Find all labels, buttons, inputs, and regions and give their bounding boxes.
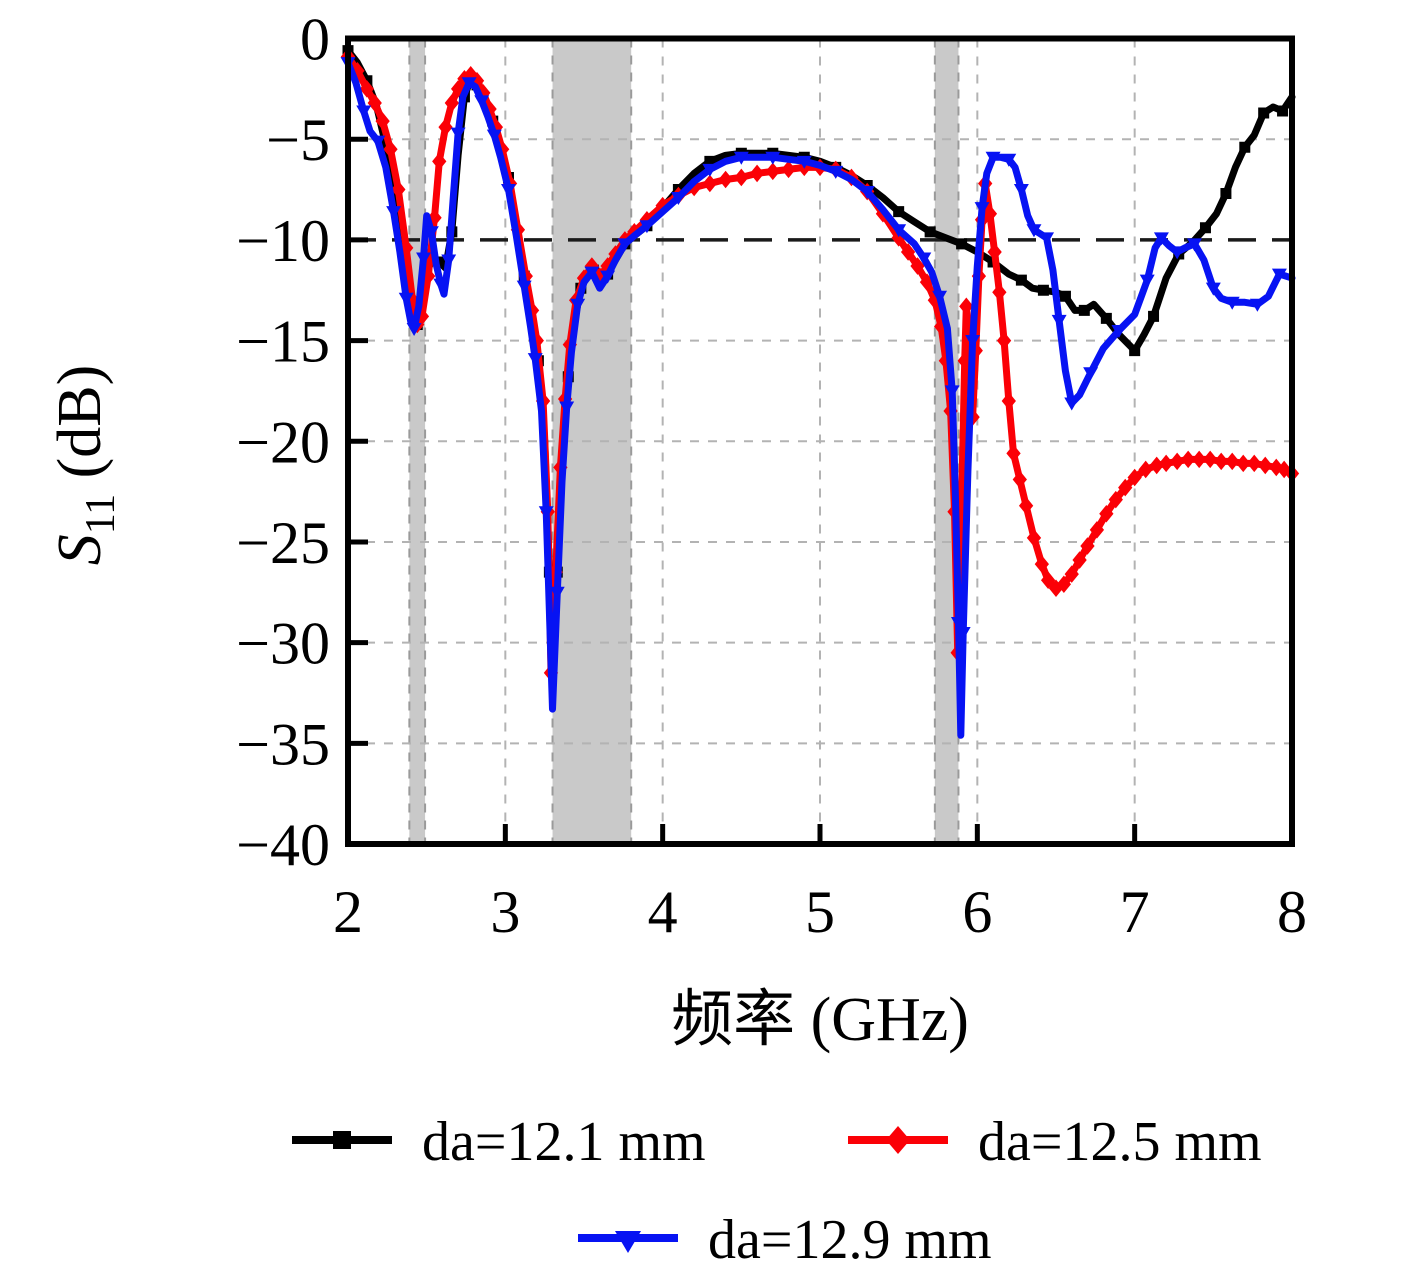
y-tick-label: −20 bbox=[236, 409, 330, 475]
x-tick-label: 6 bbox=[962, 879, 992, 945]
x-tick-label: 2 bbox=[333, 879, 363, 945]
y-tick-label: −5 bbox=[266, 107, 330, 173]
x-tick-label: 4 bbox=[648, 879, 678, 945]
y-axis-label: S11 (dB) bbox=[46, 365, 124, 566]
series-diamond-markers bbox=[340, 47, 1300, 682]
legend-item-red: da=12.5 mm bbox=[848, 1111, 1262, 1173]
legend-item-blue: da=12.9 mm bbox=[578, 1209, 992, 1271]
legend-label-red: da=12.5 mm bbox=[978, 1111, 1262, 1173]
x-tick-label: 8 bbox=[1277, 879, 1307, 945]
legend-diamond-marker-icon bbox=[886, 1126, 910, 1154]
legend-square-marker-icon bbox=[333, 1131, 351, 1149]
tick-labels: 0 −5 −10 −15 −20 −25 −30 −35 −402 3 4 5 6 7 8 bbox=[236, 7, 1307, 946]
x-axis-label: 频率 (GHz) bbox=[671, 986, 969, 1054]
x-tick-label: 5 bbox=[805, 879, 835, 945]
series-square-markers bbox=[342, 45, 1289, 578]
y-tick-label: −40 bbox=[236, 812, 330, 878]
legend-item-black: da=12.1 mm bbox=[292, 1111, 706, 1173]
plot-frame-and-ticks bbox=[345, 35, 1295, 847]
y-tick-label: −25 bbox=[236, 510, 330, 576]
y-tick-label: −35 bbox=[236, 711, 330, 777]
data-series bbox=[340, 45, 1300, 739]
legend-label-blue: da=12.9 mm bbox=[708, 1209, 992, 1271]
y-tick-label: 0 bbox=[300, 7, 330, 73]
legend: da=12.1 mm da=12.5 mm da=12.9 mm bbox=[292, 1111, 1262, 1271]
x-tick-label: 7 bbox=[1120, 879, 1150, 945]
y-tick-label: −15 bbox=[236, 309, 330, 375]
gridlines bbox=[348, 38, 1292, 844]
series-triangle-down-markers bbox=[340, 57, 1287, 641]
x-tick-label: 3 bbox=[490, 879, 520, 945]
legend-triangle-marker-icon bbox=[615, 1231, 641, 1253]
legend-label-black: da=12.1 mm bbox=[422, 1111, 706, 1173]
y-tick-label: −30 bbox=[236, 611, 330, 677]
y-tick-label: −10 bbox=[236, 208, 330, 274]
